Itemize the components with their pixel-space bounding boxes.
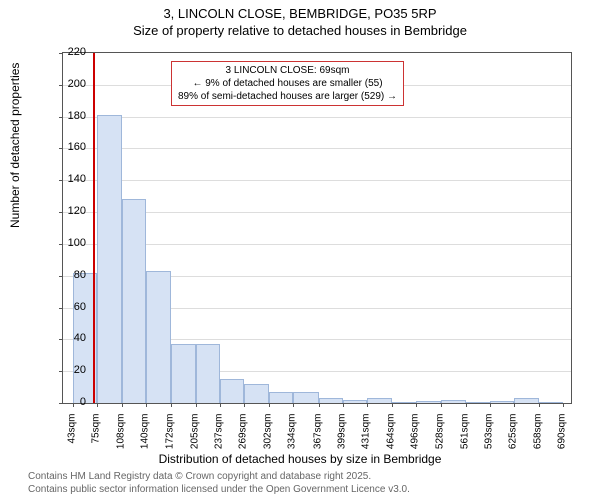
chart-container: 3, LINCOLN CLOSE, BEMBRIDGE, PO35 5RP Si… <box>0 0 600 500</box>
x-tick-mark <box>441 403 442 407</box>
x-tick-label: 334sqm <box>287 414 298 464</box>
info-box-line: 89% of semi-detached houses are larger (… <box>178 90 397 103</box>
x-tick-label: 431sqm <box>361 414 372 464</box>
x-tick-label: 43sqm <box>66 414 77 464</box>
y-tick-label: 120 <box>46 205 86 217</box>
x-tick-label: 464sqm <box>386 414 397 464</box>
histogram-bar <box>539 402 563 403</box>
x-tick-label: 625sqm <box>508 414 519 464</box>
histogram-bar <box>293 392 318 403</box>
y-tick-label: 20 <box>46 364 86 376</box>
x-tick-mark <box>319 403 320 407</box>
histogram-bar <box>466 402 490 403</box>
y-tick-label: 220 <box>46 46 86 58</box>
chart-plot-area: 3 LINCOLN CLOSE: 69sqm← 9% of detached h… <box>62 52 572 404</box>
y-tick-label: 40 <box>46 332 86 344</box>
histogram-bar <box>122 199 146 403</box>
x-tick-label: 658sqm <box>533 414 544 464</box>
histogram-bar <box>196 344 220 403</box>
x-tick-mark <box>122 403 123 407</box>
grid-line <box>63 180 571 181</box>
x-tick-label: 140sqm <box>140 414 151 464</box>
property-info-box: 3 LINCOLN CLOSE: 69sqm← 9% of detached h… <box>171 61 404 106</box>
y-tick-label: 60 <box>46 301 86 313</box>
histogram-bar <box>343 400 367 403</box>
histogram-bar <box>514 398 539 403</box>
page-title: 3, LINCOLN CLOSE, BEMBRIDGE, PO35 5RP <box>0 6 600 21</box>
histogram-bar <box>220 379 244 403</box>
x-tick-mark <box>293 403 294 407</box>
y-tick-label: 200 <box>46 78 86 90</box>
x-tick-mark <box>563 403 564 407</box>
footer-line-1: Contains HM Land Registry data © Crown c… <box>28 471 410 484</box>
footer-attribution: Contains HM Land Registry data © Crown c… <box>28 471 410 496</box>
histogram-bar <box>490 401 514 403</box>
histogram-bar <box>244 384 269 403</box>
histogram-bar <box>269 392 293 403</box>
footer-line-2: Contains public sector information licen… <box>28 484 410 497</box>
x-tick-mark <box>171 403 172 407</box>
x-tick-mark <box>367 403 368 407</box>
x-tick-mark <box>220 403 221 407</box>
info-box-line: 3 LINCOLN CLOSE: 69sqm <box>178 64 397 77</box>
x-tick-mark <box>269 403 270 407</box>
x-tick-label: 302sqm <box>263 414 274 464</box>
x-tick-label: 528sqm <box>434 414 445 464</box>
x-tick-mark <box>416 403 417 407</box>
histogram-bar <box>441 400 466 403</box>
x-tick-label: 690sqm <box>557 414 568 464</box>
x-tick-label: 269sqm <box>238 414 249 464</box>
y-tick-label: 180 <box>46 110 86 122</box>
info-box-line: ← 9% of detached houses are smaller (55) <box>178 77 397 90</box>
y-tick-label: 80 <box>46 269 86 281</box>
x-tick-label: 75sqm <box>91 414 102 464</box>
x-tick-mark <box>196 403 197 407</box>
x-tick-mark <box>490 403 491 407</box>
title-block: 3, LINCOLN CLOSE, BEMBRIDGE, PO35 5RP Si… <box>0 0 600 38</box>
grid-line <box>63 117 571 118</box>
x-tick-label: 593sqm <box>483 414 494 464</box>
y-tick-label: 140 <box>46 173 86 185</box>
x-tick-mark <box>514 403 515 407</box>
x-tick-mark <box>146 403 147 407</box>
histogram-bar <box>416 401 440 403</box>
histogram-bar <box>97 115 122 403</box>
x-tick-label: 108sqm <box>116 414 127 464</box>
x-tick-mark <box>97 403 98 407</box>
page-subtitle: Size of property relative to detached ho… <box>0 23 600 38</box>
grid-line <box>63 148 571 149</box>
x-tick-label: 399sqm <box>336 414 347 464</box>
histogram-bar <box>171 344 196 403</box>
x-tick-label: 367sqm <box>312 414 323 464</box>
histogram-bar <box>367 398 392 403</box>
histogram-bar <box>392 402 416 403</box>
x-tick-mark <box>392 403 393 407</box>
x-tick-label: 205sqm <box>189 414 200 464</box>
x-tick-label: 496sqm <box>410 414 421 464</box>
histogram-bar <box>146 271 170 403</box>
property-marker-line <box>93 53 95 403</box>
x-tick-label: 561sqm <box>459 414 470 464</box>
y-tick-label: 0 <box>46 396 86 408</box>
y-tick-label: 100 <box>46 237 86 249</box>
x-tick-mark <box>244 403 245 407</box>
y-axis-label: Number of detached properties <box>8 63 22 228</box>
x-tick-mark <box>343 403 344 407</box>
x-tick-label: 172sqm <box>164 414 175 464</box>
x-tick-label: 237sqm <box>213 414 224 464</box>
x-tick-mark <box>539 403 540 407</box>
x-tick-mark <box>466 403 467 407</box>
y-tick-label: 160 <box>46 141 86 153</box>
histogram-bar <box>319 398 343 403</box>
